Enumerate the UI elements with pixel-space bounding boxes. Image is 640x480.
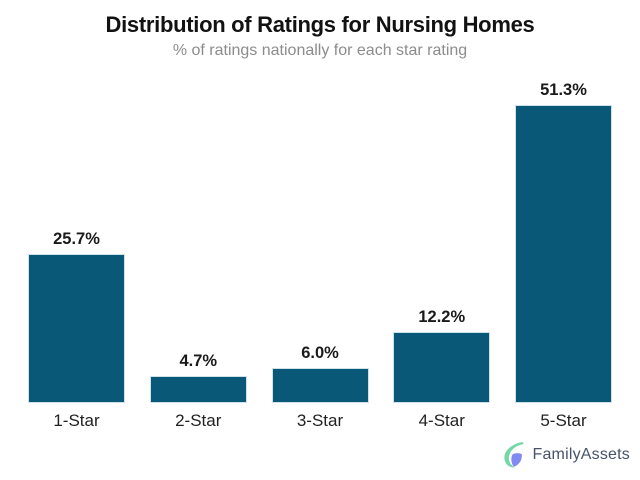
- bar: [149, 376, 247, 403]
- category-label: 2-Star: [175, 411, 222, 430]
- bar-group-2-star: 4.7% 2-Star: [149, 352, 247, 430]
- bar: [28, 254, 125, 403]
- bar: [393, 332, 491, 403]
- category-label: 3-Star: [296, 411, 344, 430]
- bar-value-label: 25.7%: [53, 230, 100, 248]
- category-label: 1-Star: [53, 411, 100, 430]
- bar-chart-plot-area: 25.7% 1-Star 4.7% 2-Star 6.0% 3-Star 12.2% 4-St…: [28, 81, 612, 430]
- bar-group-3-star: 6.0% 3-Star: [271, 344, 369, 430]
- bar-value-label: 6.0%: [301, 344, 339, 362]
- bar-group-5-star: 51.3% 5-Star: [515, 81, 612, 430]
- bar-value-label: 12.2%: [418, 308, 466, 326]
- category-label: 5-Star: [540, 411, 587, 430]
- chart-subtitle: % of ratings nationally for each star ra…: [172, 42, 468, 59]
- bar: [271, 368, 369, 403]
- bar: [515, 105, 612, 403]
- bar-group-1-star: 25.7% 1-Star: [28, 230, 125, 430]
- category-label: 4-Star: [418, 411, 465, 430]
- familyassets-logo-text: FamilyAssets: [532, 446, 630, 463]
- bar-group-4-star: 12.2% 4-Star: [393, 308, 491, 430]
- familyassets-logo: FamilyAssets: [501, 441, 630, 469]
- bar-value-label: 4.7%: [179, 352, 218, 370]
- familyassets-leaf-icon: [504, 442, 524, 468]
- chart-title: Distribution of Ratings for Nursing Home…: [105, 12, 535, 37]
- bar-value-label: 51.3%: [540, 81, 587, 99]
